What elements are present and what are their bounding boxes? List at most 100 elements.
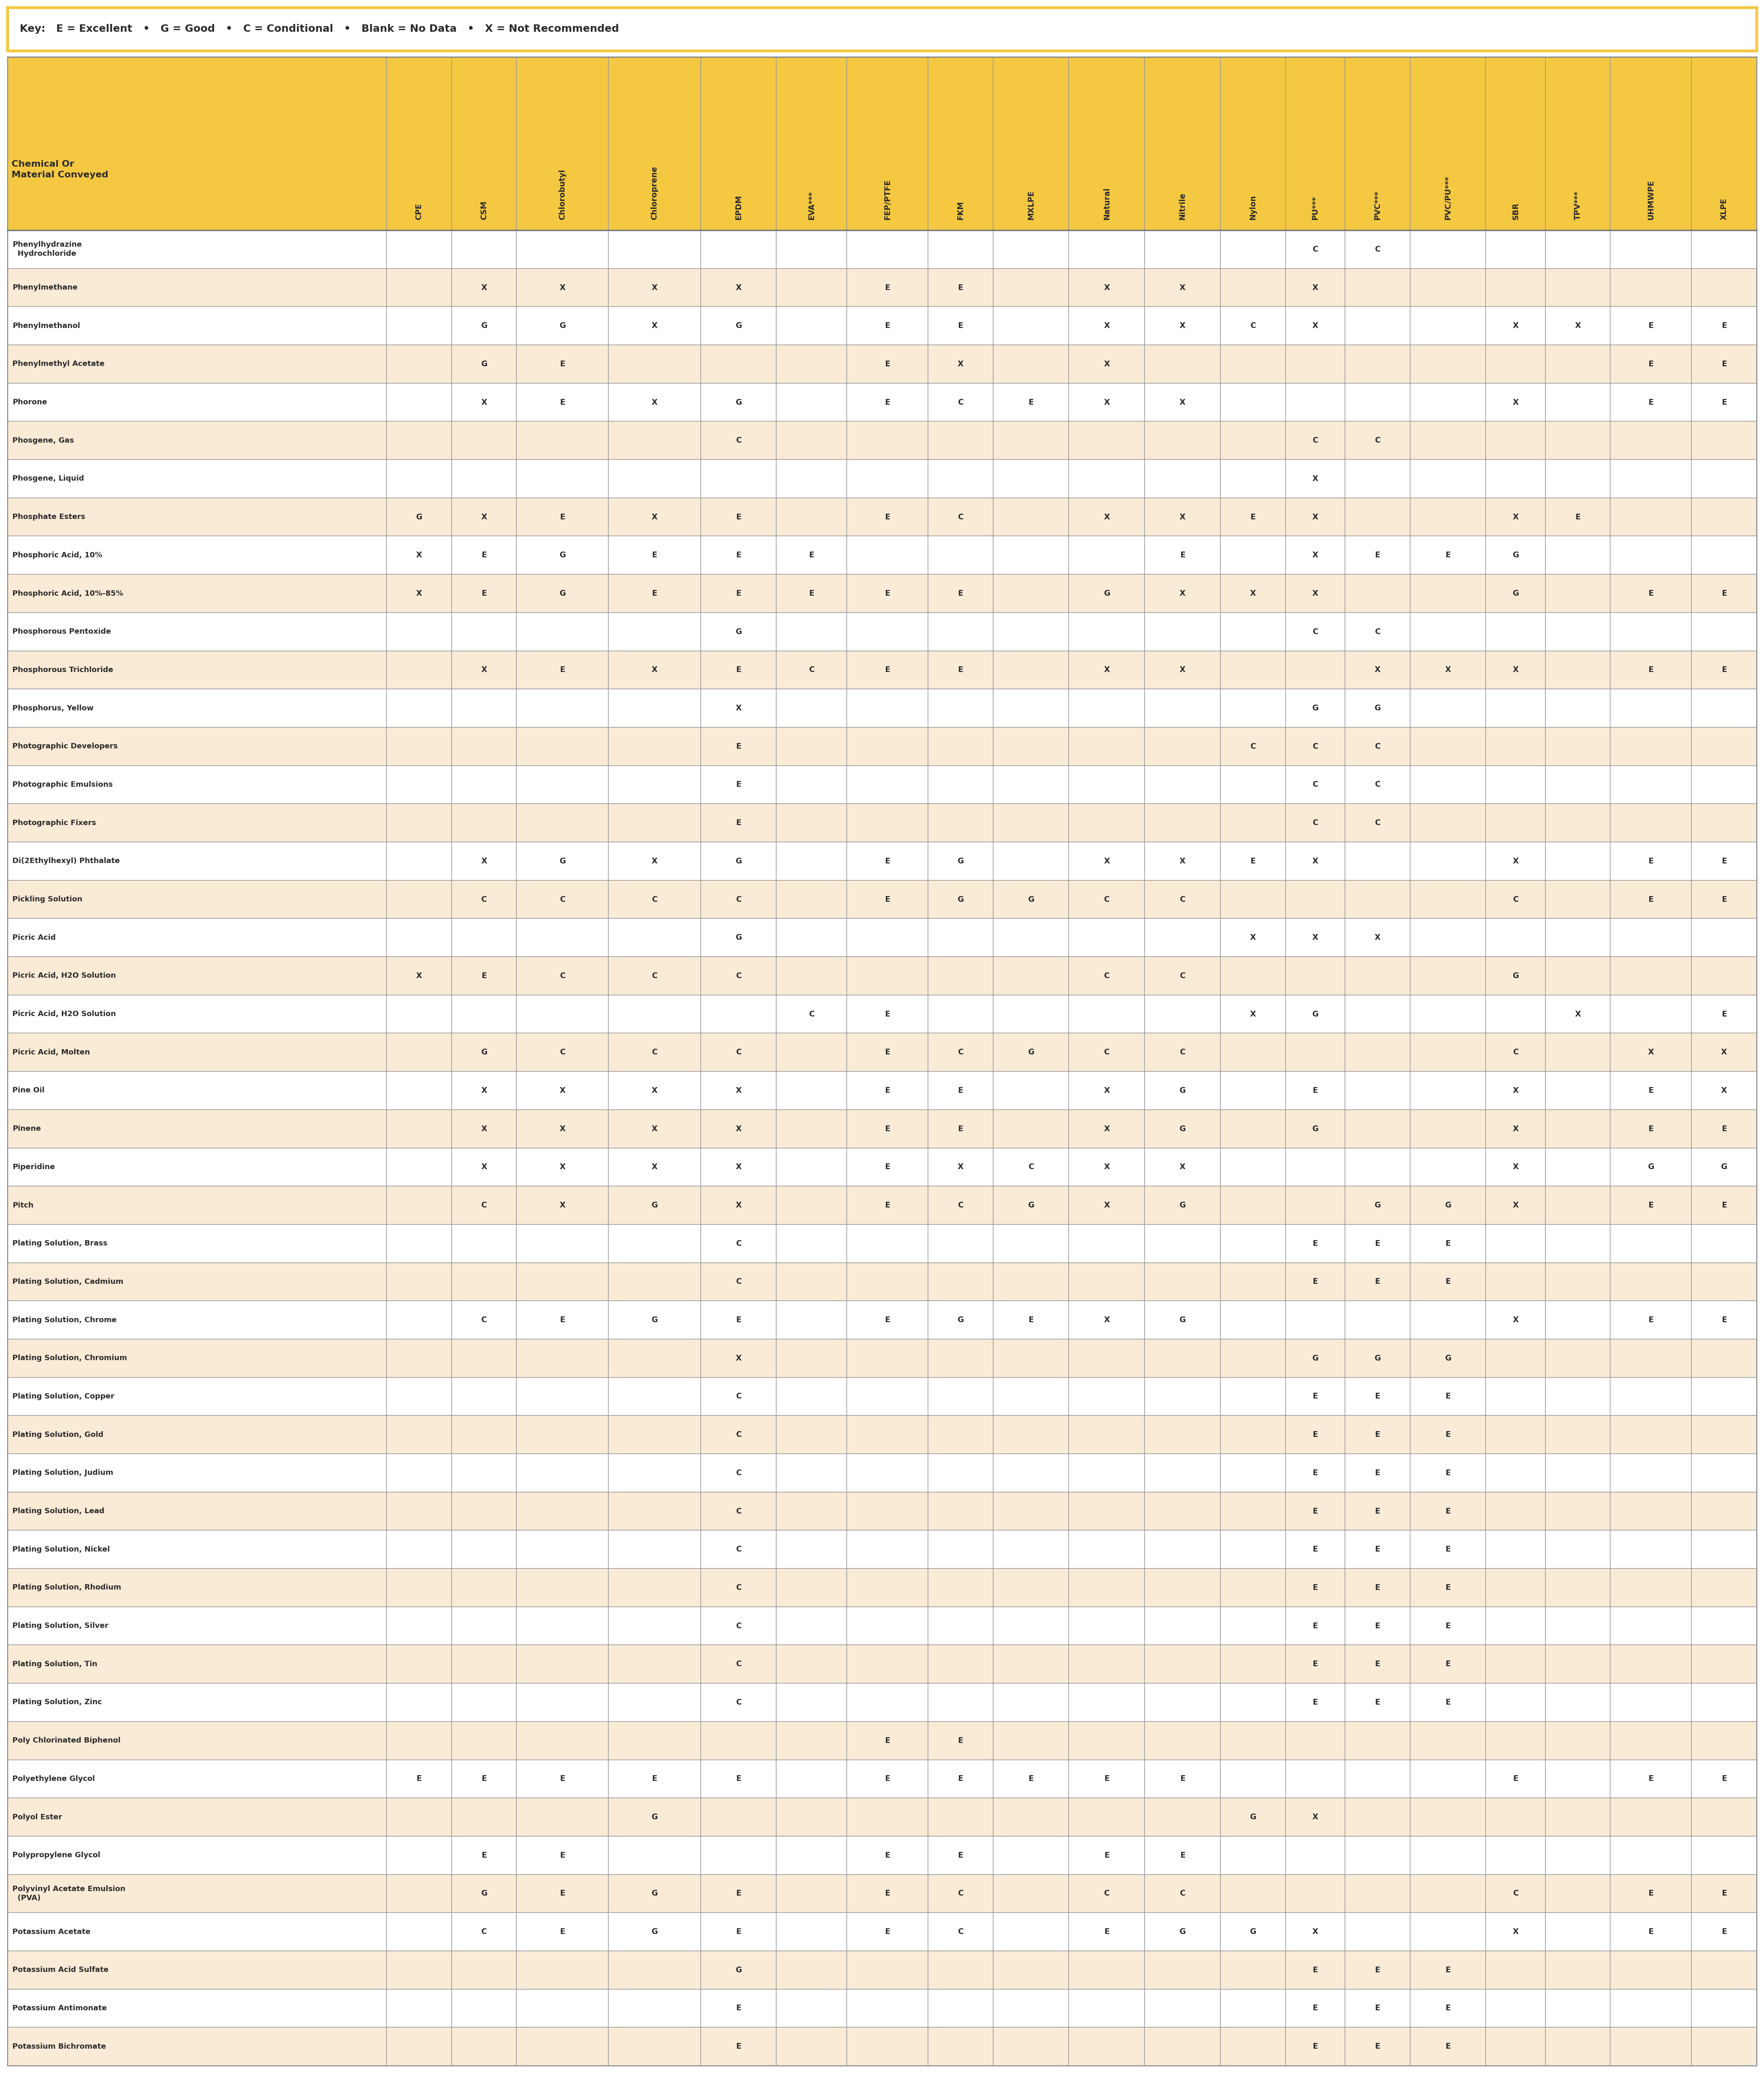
Text: E: E (1312, 1277, 1318, 1285)
Text: Poly Chlorinated Biphenol: Poly Chlorinated Biphenol (12, 1737, 120, 1743)
Text: E: E (1445, 2005, 1450, 2013)
Text: G: G (736, 398, 741, 406)
Text: E: E (1648, 1316, 1653, 1325)
Text: G: G (958, 896, 963, 904)
Text: G: G (651, 1891, 658, 1897)
Text: X: X (1104, 321, 1110, 330)
Text: E: E (1722, 1891, 1727, 1897)
Text: C: C (1374, 782, 1381, 788)
Text: C: C (958, 1928, 963, 1936)
Text: X: X (1374, 665, 1381, 674)
Text: E: E (958, 1126, 963, 1132)
Text: E: E (736, 742, 741, 750)
Text: G: G (1374, 705, 1381, 713)
Text: PVC/PU***: PVC/PU*** (1445, 176, 1452, 220)
FancyBboxPatch shape (7, 230, 1757, 267)
Text: C: C (736, 1470, 741, 1476)
Text: X: X (1104, 858, 1110, 864)
FancyBboxPatch shape (7, 2027, 1757, 2065)
Text: G: G (482, 1891, 487, 1897)
Text: E: E (1445, 1507, 1450, 1515)
Text: X: X (651, 321, 658, 330)
Text: X: X (1312, 321, 1318, 330)
Text: Picric Acid: Picric Acid (12, 933, 56, 941)
Text: E: E (1374, 1621, 1379, 1629)
Text: C: C (808, 665, 815, 674)
FancyBboxPatch shape (7, 1683, 1757, 1721)
Text: Polypropylene Glycol: Polypropylene Glycol (12, 1851, 101, 1859)
Text: E: E (1374, 1965, 1379, 1973)
Text: XLPE: XLPE (1720, 199, 1729, 220)
Text: X: X (651, 665, 658, 674)
Text: X: X (1512, 321, 1519, 330)
FancyBboxPatch shape (7, 1797, 1757, 1837)
FancyBboxPatch shape (7, 1262, 1757, 1302)
Text: G: G (1648, 1163, 1655, 1171)
Text: X: X (736, 705, 741, 713)
Text: Plating Solution, Tin: Plating Solution, Tin (12, 1660, 97, 1669)
Text: X: X (1104, 1126, 1110, 1132)
Text: E: E (810, 551, 815, 560)
Text: E: E (1312, 1240, 1318, 1248)
Text: G: G (1180, 1202, 1185, 1209)
Text: Phorone: Phorone (12, 398, 48, 406)
Text: E: E (886, 858, 891, 864)
Text: E: E (1312, 1660, 1318, 1669)
Text: X: X (1104, 512, 1110, 520)
Text: G: G (1722, 1163, 1727, 1171)
Text: Phosgene, Gas: Phosgene, Gas (12, 437, 74, 444)
Text: X: X (1512, 398, 1519, 406)
Text: E: E (886, 1891, 891, 1897)
Text: E: E (1514, 1774, 1519, 1783)
Text: TPV***: TPV*** (1573, 191, 1582, 220)
Text: C: C (482, 1316, 487, 1325)
Text: E: E (1374, 2042, 1379, 2050)
Text: Picric Acid, Molten: Picric Acid, Molten (12, 1049, 90, 1055)
FancyBboxPatch shape (7, 56, 1757, 230)
Text: E: E (958, 665, 963, 674)
Text: E: E (1445, 1277, 1450, 1285)
FancyBboxPatch shape (7, 1072, 1757, 1109)
Text: E: E (653, 551, 658, 560)
Text: G: G (1374, 1354, 1381, 1362)
Text: E: E (886, 1086, 891, 1095)
Text: E: E (1028, 1774, 1034, 1783)
Text: X: X (416, 551, 422, 560)
Text: E: E (810, 589, 815, 597)
Text: EVA***: EVA*** (808, 191, 815, 220)
Text: UHMWPE: UHMWPE (1648, 180, 1655, 220)
Text: Plating Solution, Gold: Plating Solution, Gold (12, 1430, 104, 1439)
Text: E: E (958, 321, 963, 330)
Text: E: E (1374, 1507, 1379, 1515)
Text: E: E (1722, 398, 1727, 406)
Text: E: E (1374, 1393, 1379, 1401)
Text: X: X (736, 1126, 741, 1132)
Text: C: C (958, 398, 963, 406)
FancyBboxPatch shape (7, 1837, 1757, 1874)
FancyBboxPatch shape (7, 8, 1757, 50)
Text: Phosphorous Pentoxide: Phosphorous Pentoxide (12, 628, 111, 636)
Text: E: E (736, 551, 741, 560)
Text: E: E (1374, 551, 1379, 560)
Text: Phosphorous Trichloride: Phosphorous Trichloride (12, 665, 113, 674)
Text: X: X (1512, 1202, 1519, 1209)
Text: C: C (736, 1546, 741, 1553)
Text: X: X (482, 512, 487, 520)
Text: E: E (1445, 1698, 1450, 1706)
Text: E: E (958, 1737, 963, 1745)
Text: E: E (1648, 1891, 1653, 1897)
Text: X: X (736, 1354, 741, 1362)
Text: X: X (1180, 858, 1185, 864)
Text: X: X (1575, 321, 1581, 330)
Text: E: E (736, 512, 741, 520)
Text: E: E (1648, 1774, 1653, 1783)
Text: E: E (1104, 1774, 1110, 1783)
Text: C: C (1312, 742, 1318, 750)
Text: E: E (1648, 1202, 1653, 1209)
Text: G: G (1028, 1049, 1034, 1057)
FancyBboxPatch shape (7, 537, 1757, 574)
Text: G: G (651, 1316, 658, 1325)
Text: C: C (808, 1010, 815, 1018)
FancyBboxPatch shape (7, 1148, 1757, 1186)
Text: E: E (1722, 858, 1727, 864)
